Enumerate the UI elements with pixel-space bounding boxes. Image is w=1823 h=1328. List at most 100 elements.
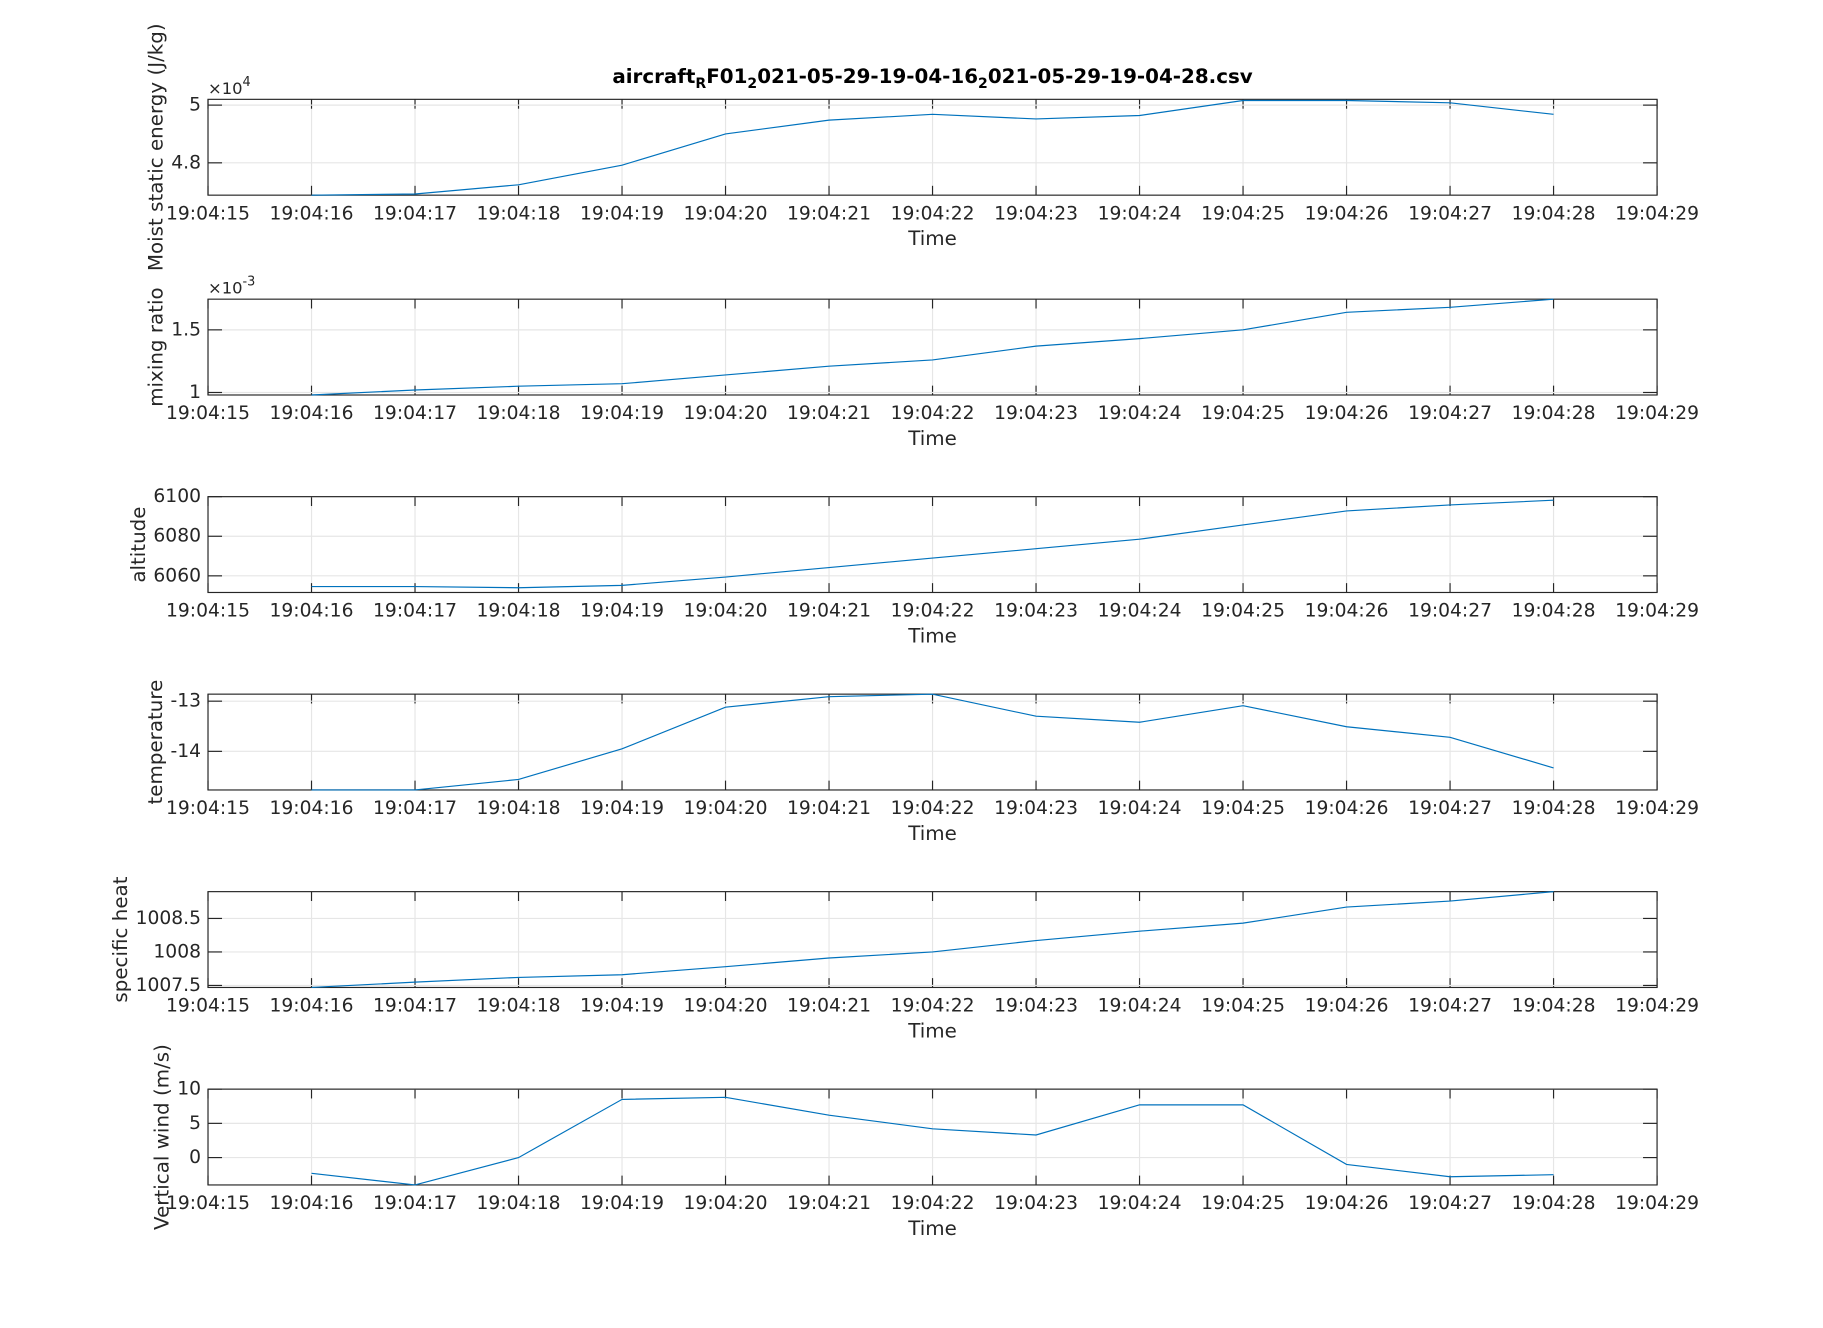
x-tick-label: 19:04:25: [1201, 1193, 1285, 1214]
y-axis-label: Moist static energy (J/kg): [145, 23, 168, 271]
x-tick-label: 19:04:17: [373, 203, 457, 224]
x-tick-label: 19:04:22: [891, 996, 975, 1017]
x-tick-label: 19:04:26: [1305, 203, 1389, 224]
data-line: [311, 99, 1554, 196]
chart-title: aircraftRF012021-05-29-19-04-162021-05-2…: [612, 65, 1252, 93]
x-tick-label: 19:04:16: [270, 996, 354, 1017]
x-tick-label: 19:04:26: [1305, 1193, 1389, 1214]
x-tick-label: 19:04:21: [787, 203, 871, 224]
title-subscript: 2: [747, 76, 757, 92]
x-tick-label: 19:04:19: [580, 601, 664, 622]
x-tick-label: 19:04:23: [994, 601, 1078, 622]
y-axis-label: altitude: [127, 506, 150, 582]
x-tick-label: 19:04:18: [477, 601, 561, 622]
x-tick-label: 19:04:23: [994, 996, 1078, 1017]
x-tick-label: 19:04:16: [270, 203, 354, 224]
x-tick-label: 19:04:23: [994, 203, 1078, 224]
x-tick-label: 19:04:21: [787, 996, 871, 1017]
y-tick-label: 6080: [153, 526, 201, 547]
y-axis-label: specific heat: [109, 876, 132, 1002]
axes: 19:04:15 19:04:16 19:04:17 19:04:18 19:04:19…: [136, 891, 1699, 1017]
x-tick-label: 19:04:20: [684, 601, 768, 622]
data-line: [311, 1096, 1554, 1186]
x-tick-label: 19:04:27: [1408, 1193, 1492, 1214]
x-tick-label: 19:04:25: [1201, 203, 1285, 224]
x-tick-label: 19:04:25: [1201, 403, 1285, 424]
x-tick-label: 19:04:15: [166, 1193, 250, 1214]
multiplier-base: ×10: [208, 278, 243, 297]
x-tick-label: 19:04:17: [373, 996, 457, 1017]
x-tick-label: 19:04:21: [787, 798, 871, 819]
data-line: [311, 891, 1554, 989]
x-tick-label: 19:04:16: [270, 798, 354, 819]
x-tick-label: 19:04:18: [477, 798, 561, 819]
multiplier-base: ×10: [208, 78, 243, 97]
x-tick-label: 19:04:20: [684, 203, 768, 224]
x-tick-label: 19:04:16: [270, 403, 354, 424]
x-tick-label: 19:04:17: [373, 798, 457, 819]
x-tick-label: 19:04:28: [1512, 1193, 1596, 1214]
data-line: [311, 693, 1554, 791]
x-tick-label: 19:04:26: [1305, 996, 1389, 1017]
x-tick-label: 19:04:21: [787, 403, 871, 424]
y-axis-label: mixing ratio: [145, 287, 168, 406]
x-tick-label: 19:04:20: [684, 1193, 768, 1214]
x-tick-label: 19:04:19: [580, 203, 664, 224]
x-tick-label: 19:04:25: [1201, 798, 1285, 819]
x-tick-label: 19:04:26: [1305, 601, 1389, 622]
x-tick-label: 19:04:15: [166, 601, 250, 622]
x-tick-label: 19:04:22: [891, 798, 975, 819]
x-tick-label: 19:04:29: [1615, 203, 1699, 224]
x-tick-label: 19:04:22: [891, 203, 975, 224]
x-tick-label: 19:04:19: [580, 403, 664, 424]
title-text: aircraft: [612, 65, 696, 88]
x-tick-label: 19:04:26: [1305, 403, 1389, 424]
y-tick-label: 6100: [153, 486, 201, 507]
x-tick-label: 19:04:29: [1615, 403, 1699, 424]
x-tick-label: 19:04:18: [477, 1193, 561, 1214]
x-tick-label: 19:04:15: [166, 996, 250, 1017]
axes-box: [207, 891, 1658, 989]
y-tick-label: 1.5: [171, 319, 201, 340]
x-tick-label: 19:04:24: [1098, 403, 1182, 424]
x-axis-label: Time: [907, 624, 957, 647]
x-tick-label: 19:04:16: [270, 601, 354, 622]
x-tick-label: 19:04:15: [166, 403, 250, 424]
data-line: [311, 499, 1554, 589]
x-tick-label: 19:04:19: [580, 798, 664, 819]
axes: 19:04:15 19:04:16 19:04:17 19:04:18 19:04:19…: [166, 1079, 1699, 1215]
x-tick-label: 19:04:20: [684, 403, 768, 424]
x-tick-label: 19:04:21: [787, 601, 871, 622]
y-axis-label: Vertical wind (m/s): [151, 1044, 174, 1230]
title-text: 021-05-29-19-04-16: [757, 65, 978, 88]
axes: 19:04:15 19:04:16 19:04:17 19:04:18 19:04:19…: [166, 298, 1699, 424]
x-axis-label: Time: [907, 1019, 957, 1042]
title-text: 021-05-29-19-04-28.csv: [988, 65, 1253, 88]
x-tick-label: 19:04:28: [1512, 798, 1596, 819]
x-tick-label: 19:04:17: [373, 1193, 457, 1214]
x-tick-label: 19:04:25: [1201, 601, 1285, 622]
y-tick-label: -14: [170, 741, 201, 762]
x-axis-label: Time: [907, 227, 957, 250]
x-tick-label: 19:04:20: [684, 798, 768, 819]
y-tick-label: 5: [189, 95, 201, 116]
x-tick-label: 19:04:28: [1512, 403, 1596, 424]
x-tick-label: 19:04:16: [270, 1193, 354, 1214]
x-tick-label: 19:04:15: [166, 203, 250, 224]
x-tick-label: 19:04:24: [1098, 798, 1182, 819]
x-tick-label: 19:04:18: [477, 996, 561, 1017]
x-axis-label: Time: [907, 1217, 957, 1240]
x-tick-label: 19:04:18: [477, 203, 561, 224]
x-tick-label: 19:04:24: [1098, 203, 1182, 224]
x-tick-label: 19:04:22: [891, 601, 975, 622]
x-tick-label: 19:04:29: [1615, 1193, 1699, 1214]
y-tick-label: 1007.5: [136, 975, 201, 996]
y-tick-label: 6060: [153, 565, 201, 586]
title-subscript: R: [695, 76, 706, 92]
x-tick-label: 19:04:27: [1408, 403, 1492, 424]
x-tick-label: 19:04:18: [477, 403, 561, 424]
y-tick-label: 1008: [153, 941, 201, 962]
x-tick-label: 19:04:28: [1512, 996, 1596, 1017]
multiplier-exponent: 4: [243, 74, 251, 89]
